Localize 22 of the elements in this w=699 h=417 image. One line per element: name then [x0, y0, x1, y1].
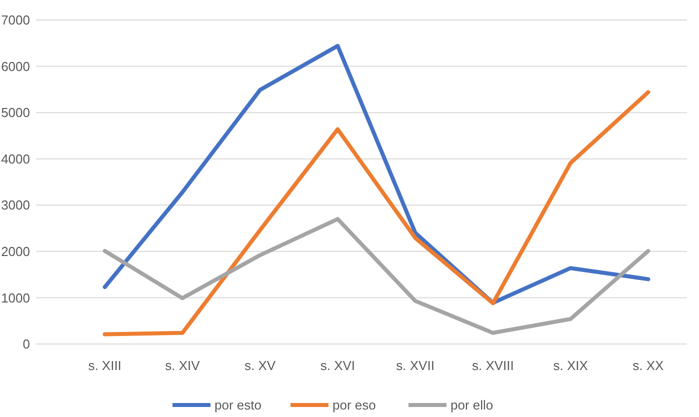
x-tick-label: s. XVII — [396, 358, 434, 373]
line-series — [102, 90, 650, 336]
y-tick-label: 6000 — [1, 58, 30, 74]
x-tick-label: s. XVIII — [472, 358, 514, 373]
line-series — [102, 217, 650, 335]
x-tick-label: s. XX — [632, 358, 664, 373]
y-tick-label: 0 — [22, 336, 30, 352]
legend-label: por eso — [332, 398, 376, 413]
legend-label: por ello — [450, 398, 494, 413]
y-tick-label: 3000 — [1, 198, 30, 213]
x-tick-label: s. XIV — [165, 358, 200, 373]
y-tick-label: 2000 — [1, 244, 30, 259]
x-tick-label: s. XIII — [88, 358, 122, 373]
line-series — [102, 44, 650, 305]
x-tick-label: s. XV — [244, 358, 276, 373]
y-tick-label: 5000 — [1, 105, 30, 120]
legend-label: por esto — [214, 398, 262, 413]
y-tick-label: 1000 — [1, 290, 30, 306]
y-tick-label: 4000 — [1, 151, 30, 166]
x-tick-label: s. XVI — [320, 358, 356, 373]
x-tick-label: s. XIX — [553, 358, 588, 373]
y-tick-label: 7000 — [1, 12, 30, 28]
